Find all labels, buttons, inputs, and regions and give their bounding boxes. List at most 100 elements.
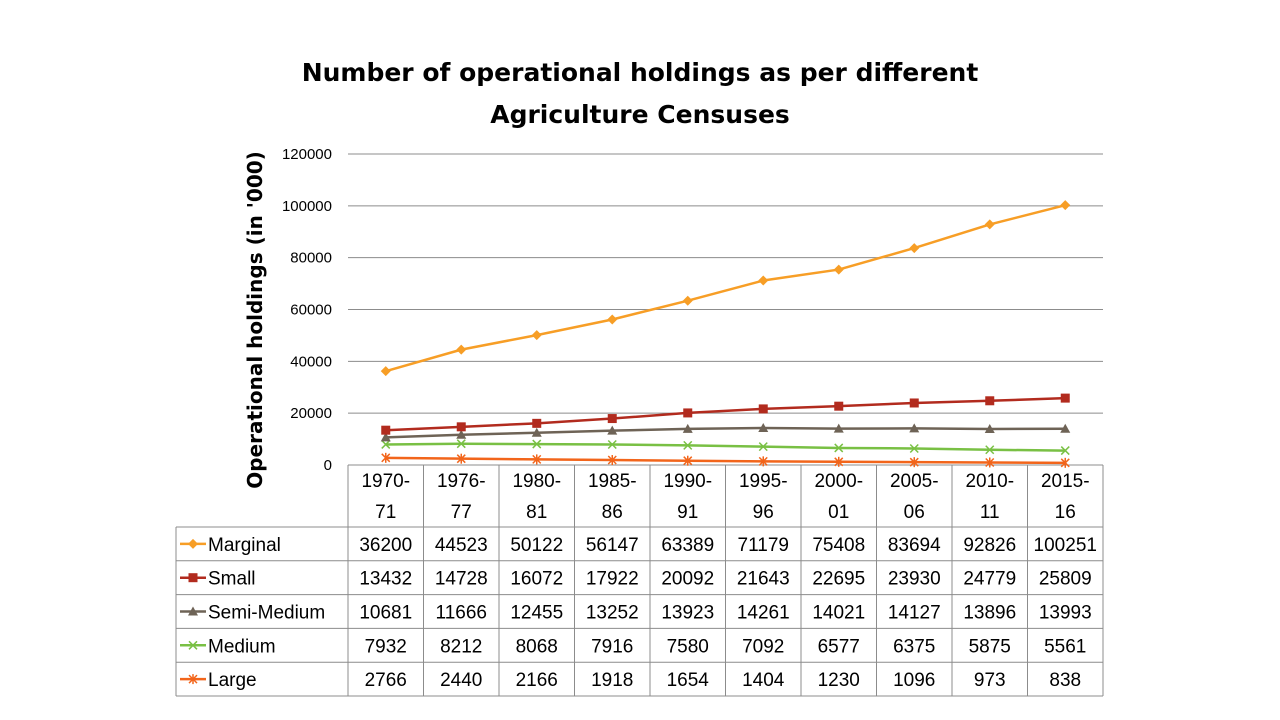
series-small [381, 393, 1070, 435]
x-tick-label: 1980- [512, 471, 561, 492]
data-point-stroke [758, 442, 768, 452]
data-point [833, 423, 844, 433]
legend-label: Large [208, 670, 257, 691]
table-cell-value: 8212 [440, 636, 482, 657]
x-tick-label: 1995- [739, 471, 788, 492]
gridlines [348, 153, 1103, 466]
table-cell-value: 23930 [888, 569, 941, 590]
data-point [532, 418, 542, 428]
data-point [188, 573, 198, 583]
data-point [682, 295, 693, 306]
legend-key [180, 640, 206, 650]
chart-title: Number of operational holdings as per di… [240, 52, 1040, 136]
table-cell-value: 36200 [359, 535, 412, 556]
table-cell-value: 7092 [742, 636, 784, 657]
table-cell-value: 2766 [365, 670, 407, 691]
data-point-stroke [532, 439, 542, 449]
data-point-stroke [1060, 446, 1070, 456]
table-cell-value: 1918 [591, 670, 633, 691]
table-cell-value: 838 [1049, 670, 1081, 691]
data-point [531, 427, 542, 437]
table-cell-value: 56147 [586, 535, 639, 556]
data-point [834, 401, 844, 411]
series-line [385, 396, 1066, 432]
data-point [1060, 200, 1071, 211]
data-point [456, 344, 467, 355]
series-line [385, 426, 1066, 439]
table-cell-value: 92826 [963, 535, 1016, 556]
data-point [834, 456, 844, 467]
series-large [381, 452, 1070, 468]
data-point [909, 423, 920, 433]
table-cell-value: 71179 [738, 535, 789, 556]
data-point [758, 275, 769, 286]
table-cell-value: 20092 [661, 569, 714, 590]
data-point [607, 414, 617, 424]
data-point [758, 404, 768, 414]
legend-label: Marginal [208, 535, 281, 556]
series-line [385, 442, 1066, 452]
data-point-stroke [985, 445, 995, 455]
data-point [984, 423, 995, 433]
legend-key [180, 538, 206, 549]
data-point [984, 219, 995, 230]
table-cell-value: 7932 [365, 636, 407, 657]
data-point [758, 423, 769, 433]
x-tick-label: 01 [828, 502, 849, 523]
data-point [456, 429, 467, 439]
table-cell-value: 1096 [893, 670, 935, 691]
table-cell-value: 14261 [737, 603, 790, 624]
x-tick-label: 11 [980, 502, 1000, 523]
legend-label: Medium [208, 636, 276, 657]
x-tick-label: 2015- [1041, 471, 1090, 492]
x-tick-label: 91 [677, 502, 698, 523]
data-point [531, 330, 542, 341]
y-tick-label: 0 [324, 457, 332, 474]
table-cell-value: 14127 [888, 603, 941, 624]
x-tick-label: 1990- [663, 471, 712, 492]
series-line [385, 203, 1066, 373]
data-point [909, 243, 920, 254]
series-semi-medium [380, 423, 1071, 442]
data-point [532, 454, 542, 465]
table-cell-value: 13993 [1039, 603, 1092, 624]
table-cell-value: 6375 [893, 636, 935, 657]
table-cell-value: 75408 [812, 535, 865, 556]
x-tick-label: 77 [451, 502, 472, 523]
data-point-stroke [607, 439, 617, 450]
table-cell-value: 17922 [586, 569, 639, 590]
data-point [188, 538, 198, 549]
x-tick-label: 96 [753, 502, 774, 523]
y-tick-label: 100000 [282, 198, 332, 215]
data-point [380, 366, 391, 377]
table-cell-value: 1654 [667, 670, 710, 691]
data-point [833, 264, 844, 275]
data-point [1060, 393, 1070, 403]
table-cell-value: 16072 [510, 569, 563, 590]
y-tick-label: 20000 [290, 405, 332, 422]
data-point [456, 422, 466, 432]
table-cell-value: 6577 [818, 636, 860, 657]
data-point [909, 457, 919, 468]
table-cell-value: 22695 [812, 569, 865, 590]
table-cell-value: 8068 [516, 636, 558, 657]
data-point [381, 452, 391, 463]
x-tick-label: 16 [1055, 502, 1076, 523]
table-cell-value: 973 [974, 670, 1006, 691]
data-point [532, 439, 542, 449]
data-point-stroke [456, 439, 466, 449]
legend-label: Small [208, 569, 256, 590]
data-point [1060, 457, 1070, 468]
x-tick-label: 1976- [437, 471, 486, 492]
data-point-stroke [834, 443, 844, 453]
data-point [607, 439, 617, 450]
x-tick-label: 1970- [361, 471, 410, 492]
series-medium [381, 439, 1070, 456]
table-cell-value: 2440 [440, 670, 482, 691]
y-tick-label: 120000 [282, 146, 332, 163]
data-point [607, 314, 618, 325]
y-tick-label: 60000 [290, 302, 332, 319]
legend-label: Semi-Medium [208, 603, 325, 624]
table-cell-value: 25809 [1039, 569, 1092, 590]
